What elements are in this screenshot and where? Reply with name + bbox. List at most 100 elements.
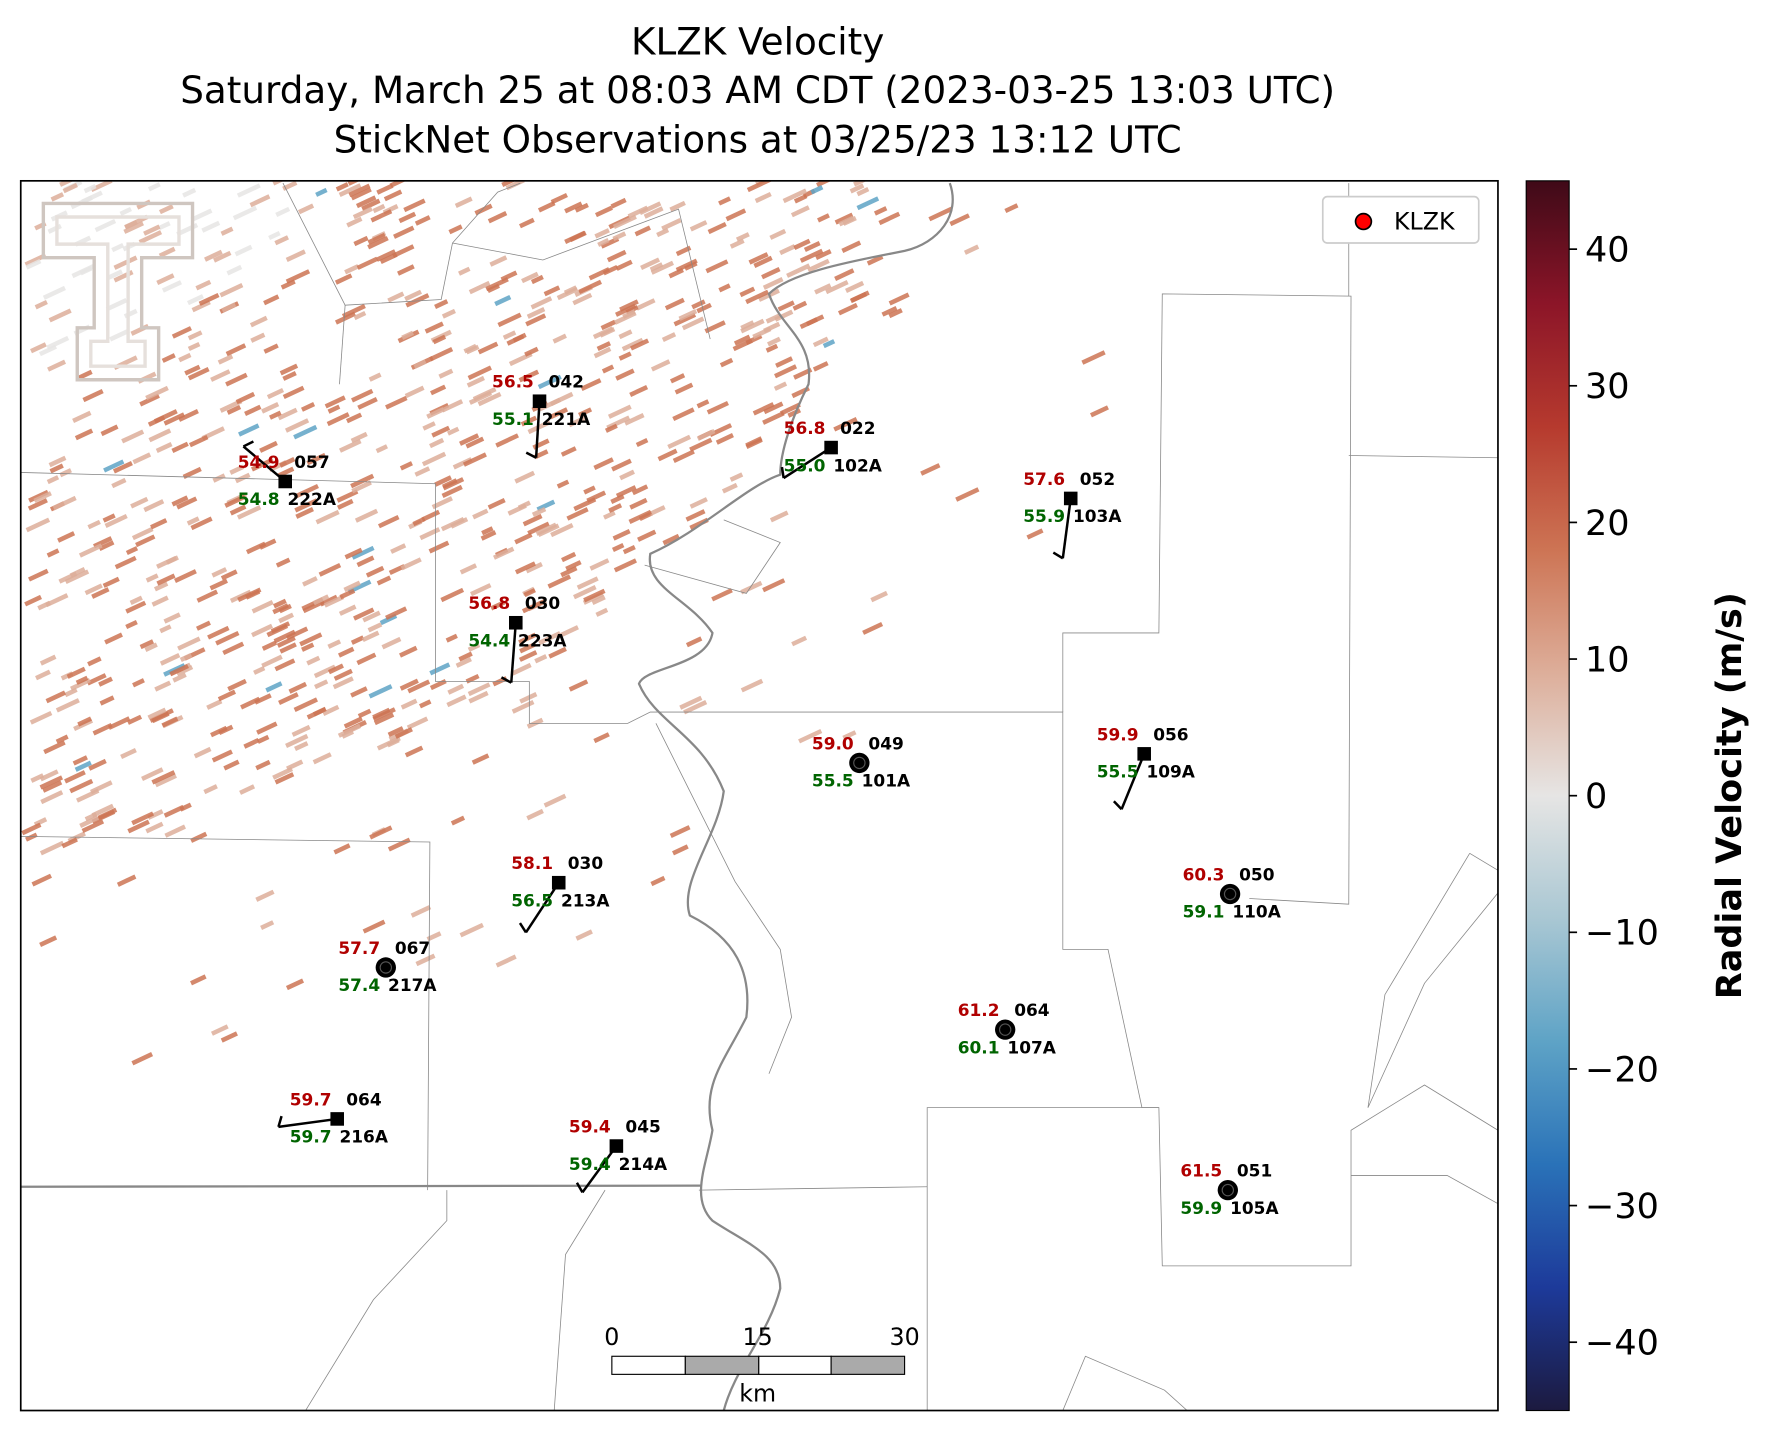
radar-echo [399, 461, 413, 471]
radar-echo [226, 264, 243, 276]
wind-barb [525, 451, 537, 459]
radar-echo [279, 642, 297, 654]
radar-echo [150, 518, 168, 530]
temperature: 59.9 [1097, 724, 1139, 744]
radar-echo [489, 255, 508, 267]
radar-echo [520, 415, 538, 427]
radar-echo [661, 217, 682, 231]
radar-echo [550, 522, 574, 538]
radar-echo [59, 468, 72, 478]
radar-echo [807, 258, 830, 273]
radar-echo [521, 599, 546, 614]
radar-echo [48, 455, 67, 468]
radar-echo [154, 773, 177, 788]
radar-echo [414, 466, 431, 477]
radar-echo [862, 621, 884, 635]
dewpoint: 60.1 [958, 1037, 1000, 1057]
station-id: 222A [287, 489, 336, 509]
radar-echo [949, 213, 970, 227]
radar-echo [664, 297, 685, 311]
radar-echo [368, 372, 382, 382]
radar-echo [269, 410, 282, 420]
radar-echo [762, 411, 785, 425]
radar-echo [203, 784, 218, 795]
radar-echo [266, 387, 285, 400]
radar-echo [256, 734, 270, 744]
radar-echo [487, 211, 508, 224]
radar-echo [318, 563, 342, 577]
radar-echo [424, 321, 444, 334]
radar-echo [351, 388, 374, 403]
radar-echo [679, 695, 703, 710]
station-code: 056 [1153, 724, 1188, 744]
radar-echo [147, 415, 166, 427]
radar-echo [812, 361, 829, 372]
radar-echo [387, 726, 404, 737]
wind-barb [780, 466, 785, 479]
temperature: 56.5 [492, 372, 534, 392]
radar-echo [834, 268, 855, 281]
radar-echo [810, 185, 824, 195]
radar-echo [604, 423, 618, 433]
radar-echo [434, 299, 449, 309]
county-borders [20, 182, 1498, 1411]
radar-echo [762, 277, 784, 290]
station-code: 042 [549, 372, 584, 392]
radar-echo [650, 875, 666, 887]
station-code: 067 [395, 938, 430, 958]
temperature: 56.8 [468, 593, 510, 613]
radar-echo [398, 211, 417, 224]
radar-echo [873, 206, 888, 216]
radar-echo [195, 279, 212, 291]
radar-echo [672, 844, 689, 856]
station-id: 107A [1007, 1037, 1056, 1057]
scale-label: 15 [743, 1323, 773, 1351]
radar-echo [643, 206, 664, 219]
wind-barb [1120, 753, 1146, 810]
radar-echo [543, 793, 567, 808]
legend-label: KLZK [1394, 207, 1456, 235]
radar-echo [468, 390, 493, 405]
calm-marker [1221, 1183, 1235, 1197]
radar-echo [190, 208, 213, 222]
radar-echo [583, 485, 596, 495]
radar-echo [560, 565, 578, 578]
station-marker [509, 615, 523, 630]
radar-echo [250, 457, 274, 472]
radar-echo [52, 495, 77, 511]
radar-echo [725, 208, 747, 222]
radar-echo [429, 662, 451, 676]
radar-echo [225, 372, 248, 387]
radar-echo [627, 205, 649, 219]
radar-echo [86, 673, 107, 686]
radar-echo [91, 803, 115, 818]
calm-marker [379, 961, 393, 974]
station-code: 022 [840, 418, 875, 438]
radar-echo [637, 529, 657, 542]
radar-echo [657, 448, 678, 462]
radar-echo [399, 678, 419, 691]
radar-echo [689, 437, 713, 452]
radar-echo [58, 571, 78, 584]
radar-echo [343, 716, 363, 729]
radar-echo [841, 240, 862, 253]
radar-echo [151, 770, 176, 785]
radar-echo [740, 678, 764, 693]
radar-echo [367, 232, 386, 245]
radar-echo [696, 302, 712, 314]
radar-echo [769, 510, 789, 523]
radar-echo [357, 397, 378, 410]
river [637, 182, 954, 1411]
radar-echo [825, 280, 849, 295]
radar-echo [675, 258, 698, 273]
radar-echo [372, 203, 386, 214]
radar-echo [260, 920, 275, 930]
radar-echo [322, 704, 340, 716]
radar-echo [306, 655, 321, 666]
radar-echo [198, 292, 220, 306]
radar-echo [1089, 405, 1109, 418]
radar-echo [696, 428, 716, 441]
radar-echo [285, 733, 309, 748]
radar-echo [715, 433, 734, 445]
radar-echo [109, 328, 130, 342]
